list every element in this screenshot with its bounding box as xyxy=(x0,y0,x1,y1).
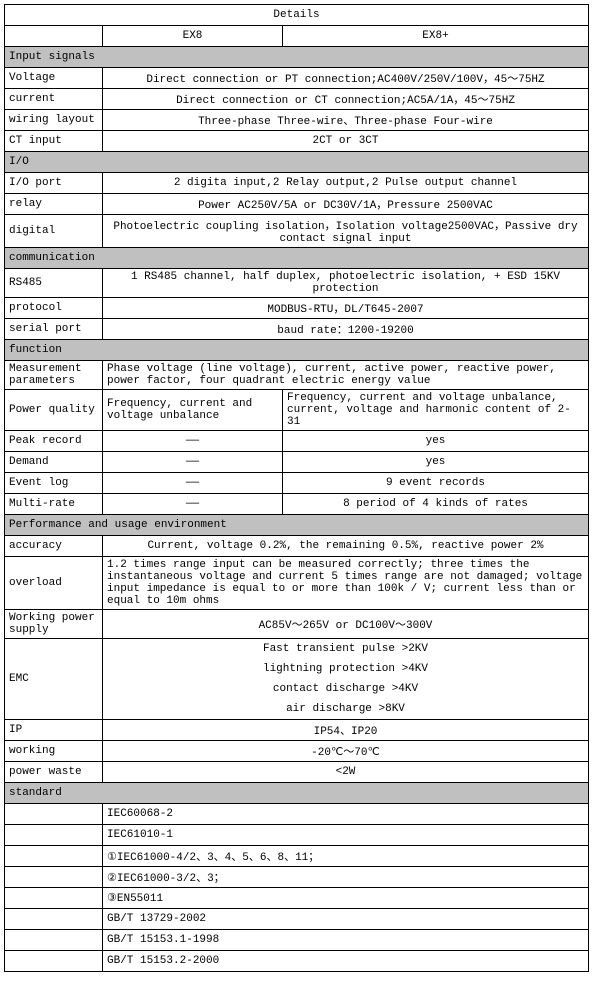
std-4: ②IEC61000-3/2、3； xyxy=(103,867,589,888)
event-label: Event log xyxy=(5,473,103,494)
peak-ex8: —— xyxy=(103,431,283,452)
std-blank-7 xyxy=(5,930,103,951)
emc4: air discharge >8KV xyxy=(103,699,589,720)
wiring-value: Three-phase Three-wire、Three-phase Four-… xyxy=(103,110,589,131)
protocol-label: protocol xyxy=(5,298,103,319)
accuracy-label: accuracy xyxy=(5,536,103,557)
emc1: Fast transient pulse >2KV xyxy=(103,639,589,660)
relay-value: Power AC250V/5A or DC30V/1A，Pressure 250… xyxy=(103,194,589,215)
section-io: I/O xyxy=(5,152,589,173)
event-ex8: —— xyxy=(103,473,283,494)
std-blank-2 xyxy=(5,825,103,846)
std-7: GB/T 15153.1-1998 xyxy=(103,930,589,951)
details-table: Details EX8 EX8+ Input signals Voltage D… xyxy=(4,4,589,972)
std-3: ①IEC61000-4/2、3、4、5、6、8、11； xyxy=(103,846,589,867)
emc-label: EMC xyxy=(5,639,103,720)
relay-label: relay xyxy=(5,194,103,215)
pw-label: power waste xyxy=(5,762,103,783)
pw-value: <2W xyxy=(103,762,589,783)
title: Details xyxy=(5,5,589,26)
pq-ex8: Frequency, current and voltage unbalance xyxy=(103,390,283,431)
peak-label: Peak record xyxy=(5,431,103,452)
overload-label: overload xyxy=(5,557,103,610)
rs485-value: 1 RS485 channel, half duplex, photoelect… xyxy=(103,269,589,298)
current-label: current xyxy=(5,89,103,110)
peak-ex8p: yes xyxy=(283,431,589,452)
std-2: IEC61010-1 xyxy=(103,825,589,846)
std-8: GB/T 15153.2-2000 xyxy=(103,951,589,972)
multirate-ex8: —— xyxy=(103,494,283,515)
meas-label: Measurement parameters xyxy=(5,361,103,390)
serial-value: baud rate：1200-19200 xyxy=(103,319,589,340)
serial-label: serial port xyxy=(5,319,103,340)
std-1: IEC60068-2 xyxy=(103,804,589,825)
io-port-value: 2 digita input,2 Relay output,2 Pulse ou… xyxy=(103,173,589,194)
voltage-label: Voltage xyxy=(5,68,103,89)
protocol-value: MODBUS-RTU，DL/T645-2007 xyxy=(103,298,589,319)
pq-label: Power quality xyxy=(5,390,103,431)
current-value: Direct connection or CT connection;AC5A/… xyxy=(103,89,589,110)
rs485-label: RS485 xyxy=(5,269,103,298)
std-6: GB/T 13729-2002 xyxy=(103,909,589,930)
std-blank-8 xyxy=(5,951,103,972)
ct-input-value: 2CT or 3CT xyxy=(103,131,589,152)
digital-value: Photoelectric coupling isolation，Isolati… xyxy=(103,215,589,248)
std-blank-6 xyxy=(5,909,103,930)
accuracy-value: Current, voltage 0.2%, the remaining 0.5… xyxy=(103,536,589,557)
model-ex8: EX8 xyxy=(103,26,283,47)
ct-input-label: CT input xyxy=(5,131,103,152)
section-perf-env: Performance and usage environment xyxy=(5,515,589,536)
std-5: ③EN55011 xyxy=(103,888,589,909)
section-input-signals: Input signals xyxy=(5,47,589,68)
ip-value: IP54、IP20 xyxy=(103,720,589,741)
model-ex8p: EX8+ xyxy=(283,26,589,47)
section-communication: communication xyxy=(5,248,589,269)
blank-cell xyxy=(5,26,103,47)
overload-value: 1.2 times range input can be measured co… xyxy=(103,557,589,610)
demand-ex8p: yes xyxy=(283,452,589,473)
emc3: contact discharge >4KV xyxy=(103,679,589,699)
event-ex8p: 9 event records xyxy=(283,473,589,494)
working-value: -20℃～70℃ xyxy=(103,741,589,762)
wiring-label: wiring layout xyxy=(5,110,103,131)
meas-value: Phase voltage (line voltage), current, a… xyxy=(103,361,589,390)
emc2: lightning protection >4KV xyxy=(103,659,589,679)
section-standard: standard xyxy=(5,783,589,804)
wps-label: Working power supply xyxy=(5,610,103,639)
ip-label: IP xyxy=(5,720,103,741)
working-label: working xyxy=(5,741,103,762)
std-blank-3 xyxy=(5,846,103,867)
io-port-label: I/O port xyxy=(5,173,103,194)
section-function: function xyxy=(5,340,589,361)
demand-ex8: —— xyxy=(103,452,283,473)
wps-value: AC85V～265V or DC100V～300V xyxy=(103,610,589,639)
std-blank-1 xyxy=(5,804,103,825)
multirate-ex8p: 8 period of 4 kinds of rates xyxy=(283,494,589,515)
demand-label: Demand xyxy=(5,452,103,473)
std-blank-5 xyxy=(5,888,103,909)
voltage-value: Direct connection or PT connection;AC400… xyxy=(103,68,589,89)
digital-label: digital xyxy=(5,215,103,248)
pq-ex8p: Frequency, current and voltage unbalance… xyxy=(283,390,589,431)
multirate-label: Multi-rate xyxy=(5,494,103,515)
std-blank-4 xyxy=(5,867,103,888)
